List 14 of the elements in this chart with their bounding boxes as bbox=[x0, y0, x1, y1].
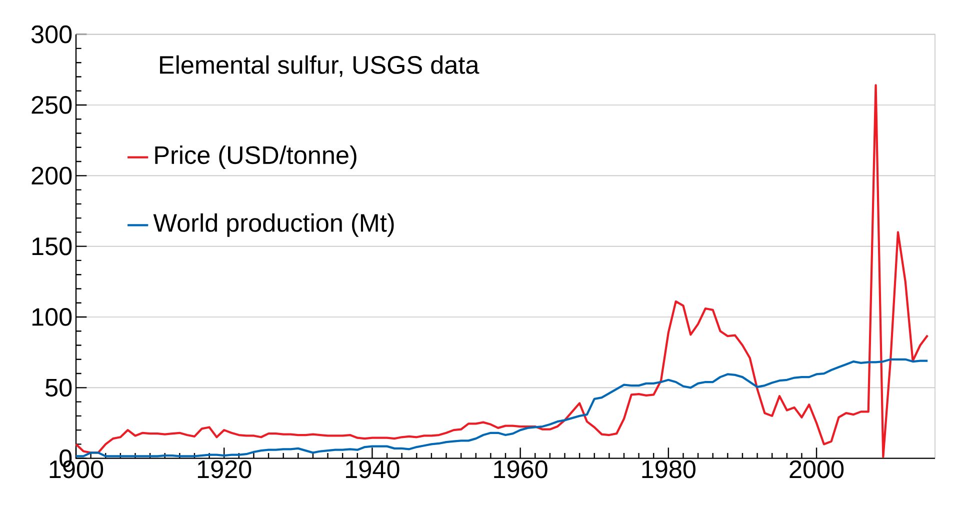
y-tick-label: 250 bbox=[32, 96, 72, 114]
y-tick-label: 150 bbox=[32, 237, 72, 256]
y-tick-label: 300 bbox=[31, 25, 72, 44]
y-tick-label: 50 bbox=[46, 378, 72, 397]
x-tick-label: 1980 bbox=[642, 460, 696, 478]
text: Elemental sulfur, USGS data bbox=[160, 55, 480, 77]
x-tick-label: 1940 bbox=[346, 460, 400, 478]
y-tick-label: 100 bbox=[32, 308, 72, 326]
y-tick-label: 200 bbox=[32, 166, 72, 185]
legend-label: World production (Mt) bbox=[153, 213, 394, 237]
legend-label: Price (USD/tonne) bbox=[155, 146, 356, 170]
x-tick-label: 1960 bbox=[494, 460, 548, 478]
x-tick-label: 2000 bbox=[790, 460, 844, 478]
x-tick-label: 1920 bbox=[198, 460, 252, 478]
